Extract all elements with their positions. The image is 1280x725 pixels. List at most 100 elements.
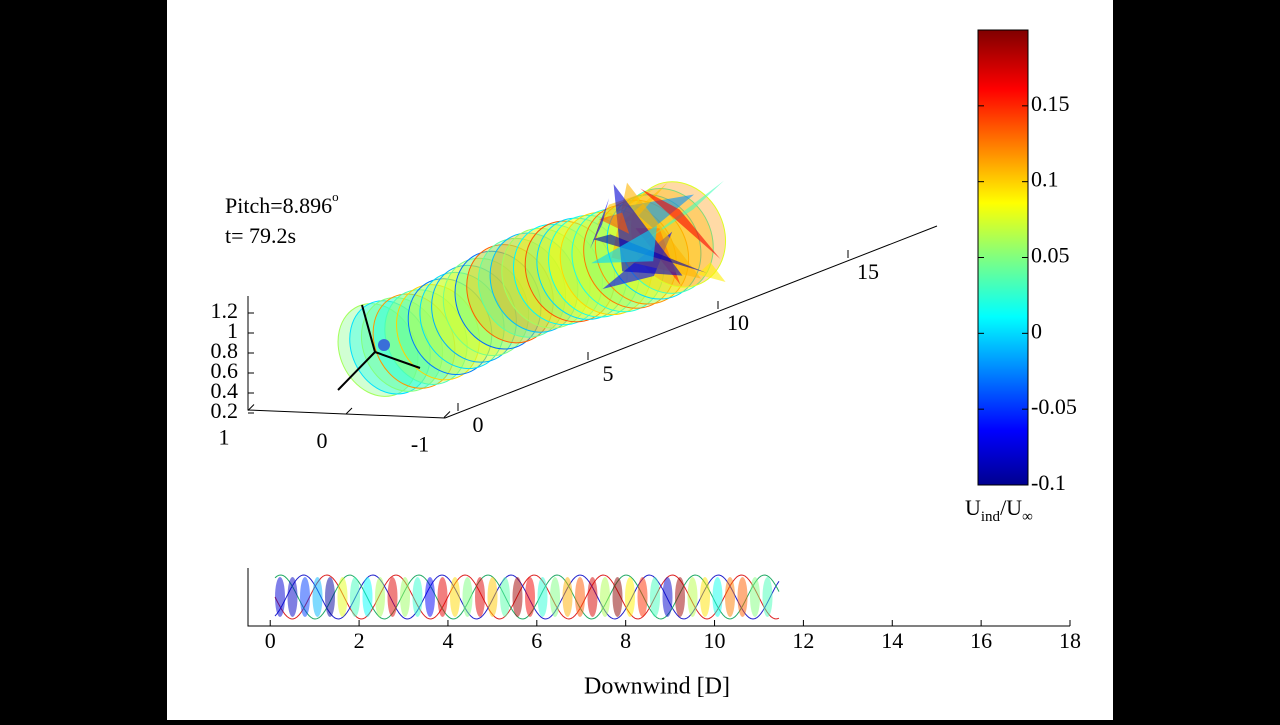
colorbar-tick-label: 0 bbox=[1031, 318, 1042, 343]
x-tick-label: 5 bbox=[603, 361, 614, 386]
wake-slice bbox=[525, 577, 535, 617]
wake-slice bbox=[725, 577, 735, 617]
wake-slice bbox=[487, 577, 498, 617]
x-tick-label: 8 bbox=[620, 628, 631, 653]
wake-fragment bbox=[602, 231, 673, 289]
x-tick-label: 6 bbox=[531, 628, 542, 653]
wake-slice bbox=[475, 577, 485, 617]
wake-slice bbox=[312, 577, 323, 617]
x-tick-label: 10 bbox=[704, 628, 726, 653]
wake-fragment bbox=[590, 198, 610, 249]
x-tick-label: 0 bbox=[473, 412, 484, 437]
wake-disc bbox=[454, 250, 542, 350]
pitch-annotation: Pitch=8.896o bbox=[225, 189, 339, 218]
wake-fragment bbox=[640, 188, 721, 259]
x-tick-label: 10 bbox=[727, 310, 749, 335]
z-tick-label: 0.8 bbox=[211, 338, 239, 363]
wake-slice bbox=[575, 577, 585, 617]
colorbar-label: Uind/U∞ bbox=[965, 495, 1033, 525]
x-tick-label: 18 bbox=[1059, 628, 1081, 653]
wake-line bbox=[274, 574, 780, 620]
wake-slice bbox=[462, 577, 473, 617]
wake-slice bbox=[650, 577, 660, 617]
label-main: U bbox=[965, 495, 981, 520]
x-tick-label: 15 bbox=[857, 259, 879, 284]
colorbar-tick-label: 0.15 bbox=[1031, 91, 1070, 116]
wake-slice bbox=[387, 577, 398, 617]
colorbar-tick-label: 0.05 bbox=[1031, 243, 1070, 268]
colorbar-tick-label: 0.1 bbox=[1031, 167, 1059, 192]
wake-disc bbox=[477, 237, 567, 338]
wake-slice bbox=[437, 577, 448, 617]
wake-slice bbox=[362, 577, 373, 617]
wake-slice bbox=[550, 577, 560, 617]
wake-disc bbox=[466, 244, 554, 344]
wake-slice bbox=[662, 577, 673, 617]
hub bbox=[378, 339, 390, 351]
wake-slice bbox=[350, 577, 360, 617]
wake-slice bbox=[412, 577, 423, 617]
wake-slice bbox=[587, 577, 598, 617]
x-tick-label: 4 bbox=[442, 628, 453, 653]
z-tick-label: 0.2 bbox=[211, 398, 239, 423]
z-tick-label: 1 bbox=[227, 318, 238, 343]
label-mid: /U bbox=[1000, 495, 1022, 520]
wake-slice bbox=[675, 577, 685, 617]
pitch-text: Pitch=8.896 bbox=[225, 193, 332, 218]
wake-disc bbox=[489, 232, 579, 333]
wake-slice bbox=[750, 577, 760, 617]
wake-fragment bbox=[598, 212, 630, 234]
wake-slice bbox=[300, 577, 310, 617]
wake-fragment bbox=[591, 225, 657, 264]
z-tick-label: 0.4 bbox=[211, 378, 239, 403]
wake-3d bbox=[337, 180, 727, 397]
x-tick-label: 16 bbox=[970, 628, 992, 653]
wake-slice bbox=[425, 577, 435, 617]
wake-slice bbox=[712, 577, 723, 617]
wake-slice bbox=[737, 577, 748, 617]
colorbar-tick-label: -0.05 bbox=[1031, 394, 1077, 419]
wake-slice bbox=[700, 577, 710, 617]
wake-slice bbox=[325, 577, 335, 617]
y-tick-label: -1 bbox=[411, 432, 429, 457]
wake-2d bbox=[274, 574, 780, 620]
wake-slice bbox=[450, 577, 460, 617]
wake-fragment bbox=[697, 262, 726, 282]
wake-slice bbox=[400, 577, 410, 617]
time-annotation: t= 79.2s bbox=[225, 223, 296, 248]
wake-slice bbox=[500, 577, 510, 617]
wake-disc bbox=[337, 303, 419, 397]
colorbar bbox=[977, 29, 1029, 486]
wake-slice bbox=[337, 577, 348, 617]
wake-slice bbox=[275, 577, 285, 617]
wake-slice bbox=[375, 577, 385, 617]
y-tick bbox=[443, 411, 451, 418]
wake-slice bbox=[762, 577, 773, 617]
y-tick-label: 1 bbox=[219, 425, 230, 450]
wake-slice bbox=[625, 577, 635, 617]
y-tick bbox=[345, 407, 353, 415]
wake-slice bbox=[562, 577, 573, 617]
label-sub2: ∞ bbox=[1022, 509, 1033, 525]
x-tick-label: 0 bbox=[265, 628, 276, 653]
wake-slice bbox=[612, 577, 623, 617]
z-tick-label: 1.2 bbox=[211, 298, 239, 323]
wake-slice bbox=[287, 577, 298, 617]
y-tick bbox=[247, 404, 255, 411]
x-axis-label: Downwind [D] bbox=[584, 674, 730, 700]
wake-slice bbox=[687, 577, 698, 617]
wake-slice bbox=[600, 577, 610, 617]
wake-slice bbox=[537, 577, 548, 617]
x-tick-label: 2 bbox=[354, 628, 365, 653]
colorbar-tick-label: -0.1 bbox=[1031, 470, 1066, 495]
rotor bbox=[337, 304, 421, 391]
y-tick-label: 0 bbox=[317, 428, 328, 453]
wake-slice bbox=[512, 577, 523, 617]
axes-2d bbox=[247, 568, 1070, 627]
x-tick-label: 12 bbox=[792, 628, 814, 653]
pitch-unit: o bbox=[332, 189, 339, 204]
x-tick-label: 14 bbox=[881, 628, 903, 653]
wake-slice bbox=[637, 577, 648, 617]
label-sub: ind bbox=[981, 509, 1001, 525]
